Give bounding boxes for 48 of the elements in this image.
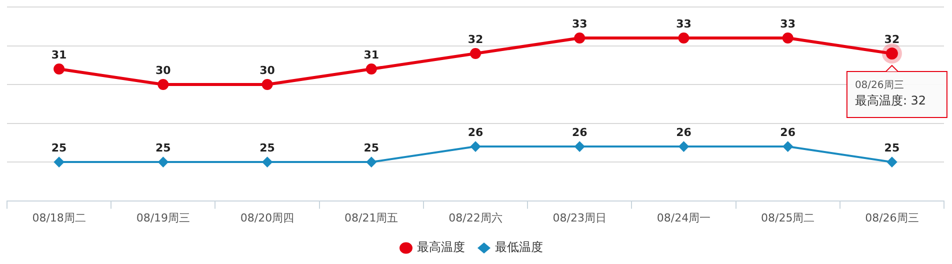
data-label: 26 [676,126,692,139]
point [782,32,794,44]
data-label: 25 [156,141,171,154]
data-label: 33 [676,17,692,30]
x-tick-label: 08/25周二 [760,211,815,224]
data-label: 26 [780,126,796,139]
point [886,157,897,168]
point [574,142,585,152]
x-tick-label: 08/19周三 [136,211,190,224]
point [678,32,690,44]
point [470,142,480,152]
data-label: 32 [884,32,900,46]
x-tick-label: 08/20周四 [240,211,294,224]
point [470,48,481,60]
legend-label: 最高温度 [417,240,465,254]
data-label: 33 [780,17,796,30]
data-label: 32 [468,32,484,46]
x-tick-label: 08/21周五 [344,211,398,224]
point [678,142,689,152]
data-label: 33 [572,17,588,30]
point [262,157,272,168]
point [366,64,377,75]
data-label: 25 [364,141,380,154]
data-label: 30 [260,64,276,77]
data-label: 25 [884,141,900,154]
x-tick-label: 08/24周一 [656,211,711,224]
data-label: 31 [51,48,67,62]
data-label: 25 [260,141,275,154]
x-tick-label: 08/23周日 [552,211,606,224]
point [158,79,169,90]
legend-label: 最低温度 [495,240,543,254]
point [54,157,64,168]
point [366,157,376,168]
data-label: 30 [156,64,172,77]
data-label: 31 [364,48,380,62]
annotation: 08/26周三 [854,80,904,92]
data-label: 26 [572,126,588,139]
data-label: 26 [468,126,484,139]
x-tick-label: 08/18周二 [32,211,86,224]
annotation: 最高温度: 32 [854,94,926,108]
x-tick-label: 08/26周三 [865,211,919,224]
data-label: 25 [51,141,67,154]
x-tick-label: 08/22周六 [448,211,502,224]
point [574,32,586,44]
point [54,64,65,75]
point [158,157,168,168]
point [782,142,793,152]
point [262,79,273,90]
